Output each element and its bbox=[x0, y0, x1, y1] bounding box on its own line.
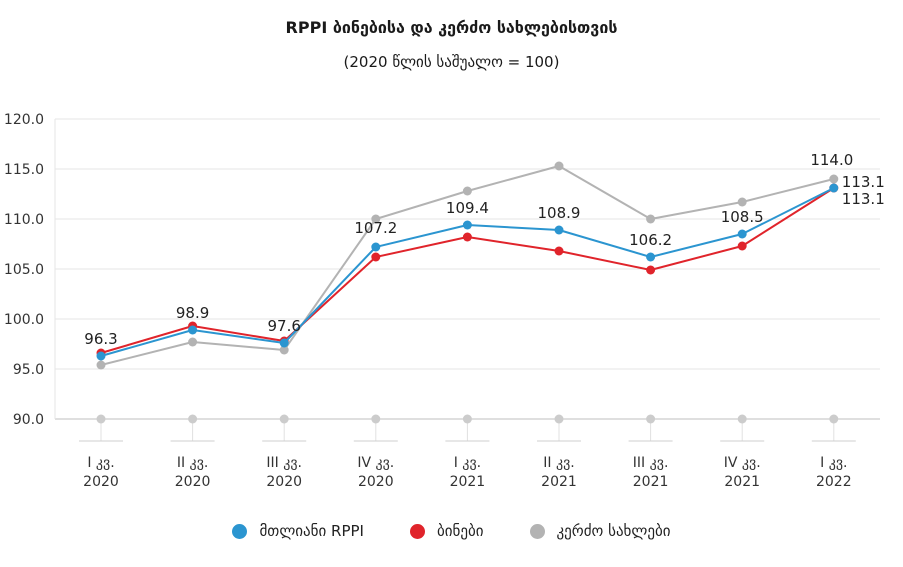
x-tick-label: IV კვ. bbox=[724, 455, 761, 471]
legend-marker-icon bbox=[409, 523, 425, 539]
y-tick-label: 95.0 bbox=[13, 362, 44, 378]
x-tick-label: III კვ. bbox=[266, 455, 302, 471]
data-point bbox=[371, 242, 381, 252]
baseline-marker bbox=[462, 414, 472, 424]
y-tick-label: 105.0 bbox=[4, 262, 44, 278]
data-point bbox=[462, 232, 472, 242]
data-point bbox=[188, 337, 198, 347]
legend-marker-icon bbox=[529, 523, 545, 539]
x-tick-label-year: 2021 bbox=[724, 474, 760, 490]
x-tick-label: I კვ. bbox=[820, 455, 847, 471]
legend-label: ბინები bbox=[436, 522, 484, 540]
x-tick-label: I კვ. bbox=[87, 455, 114, 471]
data-point bbox=[737, 229, 747, 239]
chart-subtitle: (2020 წლის საშუალო = 100) bbox=[343, 53, 560, 71]
data-label: 113.1 bbox=[842, 173, 885, 191]
data-label: 113.1 bbox=[842, 190, 885, 208]
x-tick-label: III კვ. bbox=[633, 455, 669, 471]
baseline-marker bbox=[554, 414, 564, 424]
legend-item-apartments[interactable]: ბინები bbox=[409, 522, 484, 540]
data-point bbox=[279, 345, 289, 355]
data-point bbox=[371, 252, 381, 262]
x-tick-label-year: 2020 bbox=[83, 474, 119, 490]
data-point bbox=[737, 197, 747, 207]
data-point bbox=[462, 220, 472, 230]
y-tick-label: 90.0 bbox=[13, 412, 44, 428]
chart-title: RPPI ბინებისა და კერძო სახლებისთვის bbox=[285, 18, 618, 37]
baseline-marker bbox=[188, 414, 198, 424]
baseline-marker bbox=[279, 414, 289, 424]
baseline-marker bbox=[371, 414, 381, 424]
legend: მთლიანი RPPI ბინები კერძო სახლები bbox=[0, 522, 903, 540]
data-label: 114.0 bbox=[810, 151, 853, 169]
x-tick-label-year: 2021 bbox=[633, 474, 669, 490]
x-tick-label-year: 2022 bbox=[816, 474, 852, 490]
legend-item-total[interactable]: მთლიანი RPPI bbox=[232, 522, 364, 540]
x-tick-label-year: 2021 bbox=[450, 474, 486, 490]
data-point bbox=[737, 241, 747, 251]
y-tick-label: 110.0 bbox=[4, 212, 44, 228]
data-point bbox=[554, 161, 564, 171]
data-label: 107.2 bbox=[354, 219, 397, 237]
data-point bbox=[188, 325, 198, 335]
data-label: 106.2 bbox=[629, 231, 672, 249]
series-lines bbox=[96, 161, 839, 370]
data-point bbox=[646, 252, 656, 262]
x-tick-label-year: 2020 bbox=[266, 474, 302, 490]
legend-item-houses[interactable]: კერძო სახლები bbox=[529, 522, 671, 540]
data-label: 97.6 bbox=[267, 317, 300, 335]
x-tick-label: IV კვ. bbox=[357, 455, 394, 471]
data-point bbox=[96, 360, 106, 370]
data-point bbox=[829, 183, 839, 193]
y-tick-label: 120.0 bbox=[4, 112, 44, 128]
legend-label: მთლიანი RPPI bbox=[259, 522, 364, 540]
data-point bbox=[371, 214, 381, 224]
x-tick-label-year: 2021 bbox=[541, 474, 577, 490]
data-label: 98.9 bbox=[176, 304, 209, 322]
legend-label: კერძო სახლები bbox=[556, 522, 671, 540]
legend-marker-icon bbox=[232, 523, 248, 539]
data-point bbox=[462, 186, 472, 196]
data-label: 109.4 bbox=[446, 199, 489, 217]
data-label: 108.9 bbox=[538, 204, 581, 222]
data-point bbox=[279, 338, 289, 348]
axes: 90.0 95.0 100.0 105.0 110.0 115.0 120.0 I კვ. 20… bbox=[4, 112, 856, 490]
x-tick-label-year: 2020 bbox=[175, 474, 211, 490]
data-point bbox=[646, 265, 656, 275]
x-tick-label: II კვ. bbox=[177, 455, 208, 471]
baseline-marker bbox=[829, 414, 839, 424]
grid bbox=[54, 118, 880, 420]
data-point bbox=[829, 174, 839, 184]
series-line bbox=[100, 165, 835, 366]
x-tick-label: I კვ. bbox=[454, 455, 481, 471]
baseline-marker bbox=[96, 414, 106, 424]
data-labels: 96.3 98.9 97.6 107.2 109.4 108.9 106.2 108.5 113… bbox=[84, 151, 884, 348]
data-point bbox=[554, 246, 564, 256]
data-point bbox=[646, 214, 656, 224]
baseline-marker bbox=[646, 414, 656, 424]
y-tick-label: 115.0 bbox=[4, 162, 44, 178]
x-tick-label: II კვ. bbox=[543, 455, 574, 471]
data-point bbox=[554, 225, 564, 235]
data-point bbox=[96, 351, 106, 361]
y-tick-label: 100.0 bbox=[4, 312, 44, 328]
baseline-marker bbox=[737, 414, 747, 424]
data-label: 96.3 bbox=[84, 330, 117, 348]
x-tick-label-year: 2020 bbox=[358, 474, 394, 490]
data-label: 108.5 bbox=[721, 208, 764, 226]
